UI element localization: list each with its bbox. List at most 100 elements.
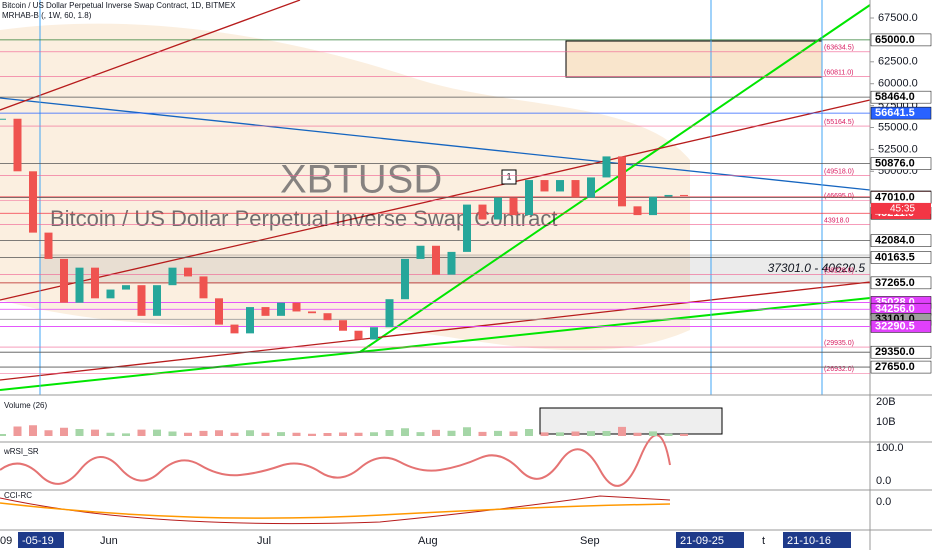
trendline: [0, 0, 301, 111]
price-label: 27650.0: [875, 361, 915, 373]
side-note: (29935.0): [824, 340, 854, 347]
volume-bar: [137, 429, 146, 436]
side-note: (49518.0): [824, 168, 854, 175]
candle: [106, 289, 115, 299]
volume-bar: [91, 429, 99, 436]
indicator-label: MRHAB-B (, 1W, 60, 1.8): [2, 11, 92, 20]
price-tick-label: 62500.0: [878, 56, 918, 68]
price-tick-label: 60000.0: [878, 78, 918, 90]
candle: [416, 245, 425, 259]
candle: [137, 285, 146, 316]
volume-bar: [556, 432, 564, 436]
rsi-line: [0, 434, 671, 487]
price-label-box: [870, 345, 932, 359]
target-box: [565, 40, 823, 78]
candle: [0, 118, 6, 120]
candle: [215, 298, 223, 325]
candle: [587, 177, 595, 198]
time-label: Jun: [100, 535, 118, 547]
candle: [478, 204, 487, 220]
volume-bar: [401, 428, 409, 436]
candle: [525, 180, 533, 216]
price-label: 50876.0: [875, 158, 915, 170]
countdown-box: [871, 202, 931, 214]
candle: [447, 251, 456, 275]
volume-bar: [339, 432, 347, 436]
volume-bar: [602, 431, 611, 436]
candle: [168, 267, 177, 286]
candle: [540, 180, 549, 192]
volume-bar: [308, 433, 316, 436]
candle: [153, 285, 161, 316]
volume-bar: [680, 433, 688, 436]
volume-bar: [75, 429, 84, 436]
volume-bar: [633, 432, 642, 436]
trendline: [359, 4, 871, 353]
candle: [339, 320, 347, 331]
candle: [292, 302, 301, 312]
candle: [91, 267, 99, 299]
volume-bar: [540, 432, 549, 436]
candle: [29, 171, 37, 233]
volume-bar: [184, 432, 192, 436]
price-label-box: [870, 234, 932, 247]
price-label: 37265.0: [875, 277, 915, 289]
price-label-box: [870, 106, 932, 120]
price-label-box: [870, 320, 932, 333]
pane-title: Volume (26): [4, 401, 47, 410]
volume-bar: [354, 432, 363, 436]
price-label: 58464.0: [875, 91, 915, 103]
candle: [44, 232, 53, 259]
volume-bar: [230, 432, 239, 436]
side-note: (38229.0): [824, 267, 854, 274]
price-label: 47010.0: [875, 191, 915, 203]
marker-box: [501, 169, 517, 185]
candle: [602, 156, 611, 178]
pane-title: wRSI_SR: [3, 447, 39, 456]
side-note: 43918.0: [824, 217, 849, 224]
side-note: (63634.5): [824, 45, 854, 52]
volume-bar: [649, 431, 657, 436]
volume-bar: [494, 430, 502, 436]
candle: [463, 204, 471, 252]
volume-bar: [447, 430, 456, 436]
volume-bar: [246, 430, 254, 436]
candle: [323, 313, 332, 321]
pane-axis-label: 20B: [876, 396, 896, 408]
volume-bar: [385, 430, 394, 436]
title: Bitcoin / US Dollar Perpetual Inverse Sw…: [2, 1, 236, 10]
volume-bar: [168, 431, 177, 436]
candle: [509, 197, 518, 216]
volume-bar: [664, 433, 673, 436]
candle: [199, 276, 208, 299]
candle: [401, 258, 409, 300]
volume-bar: [463, 427, 471, 436]
candle: [246, 307, 254, 334]
volume-bar: [509, 431, 518, 436]
price-label-box: [870, 157, 932, 170]
time-label: 21-10-16: [787, 535, 831, 547]
watermark-sub: Bitcoin / US Dollar Perpetual Inverse Sw…: [50, 206, 557, 231]
price-label-box: [870, 276, 932, 290]
volume-bar: [153, 429, 161, 436]
volume-bar: [215, 430, 223, 436]
candle: [122, 285, 130, 290]
time-label: Jul: [257, 535, 271, 547]
candle: [308, 311, 316, 314]
watermark: XBTUSD: [280, 158, 442, 202]
candle: [664, 194, 673, 197]
pane-axis-label: 0.0: [876, 496, 891, 508]
volume-bar: [29, 425, 37, 436]
price-label: 40163.5: [875, 251, 915, 263]
price-label-box: [870, 33, 932, 47]
price-tick-label: 55000.0: [878, 121, 918, 133]
candle: [60, 258, 68, 303]
candle: [354, 330, 363, 340]
volume-bar: [44, 430, 53, 436]
time-label: -05-19: [22, 535, 54, 547]
volume-bar: [587, 431, 595, 436]
candle: [184, 267, 192, 277]
candle: [556, 180, 564, 192]
pane-title: CCI-RC: [4, 491, 32, 500]
volume-bar: [292, 432, 301, 436]
